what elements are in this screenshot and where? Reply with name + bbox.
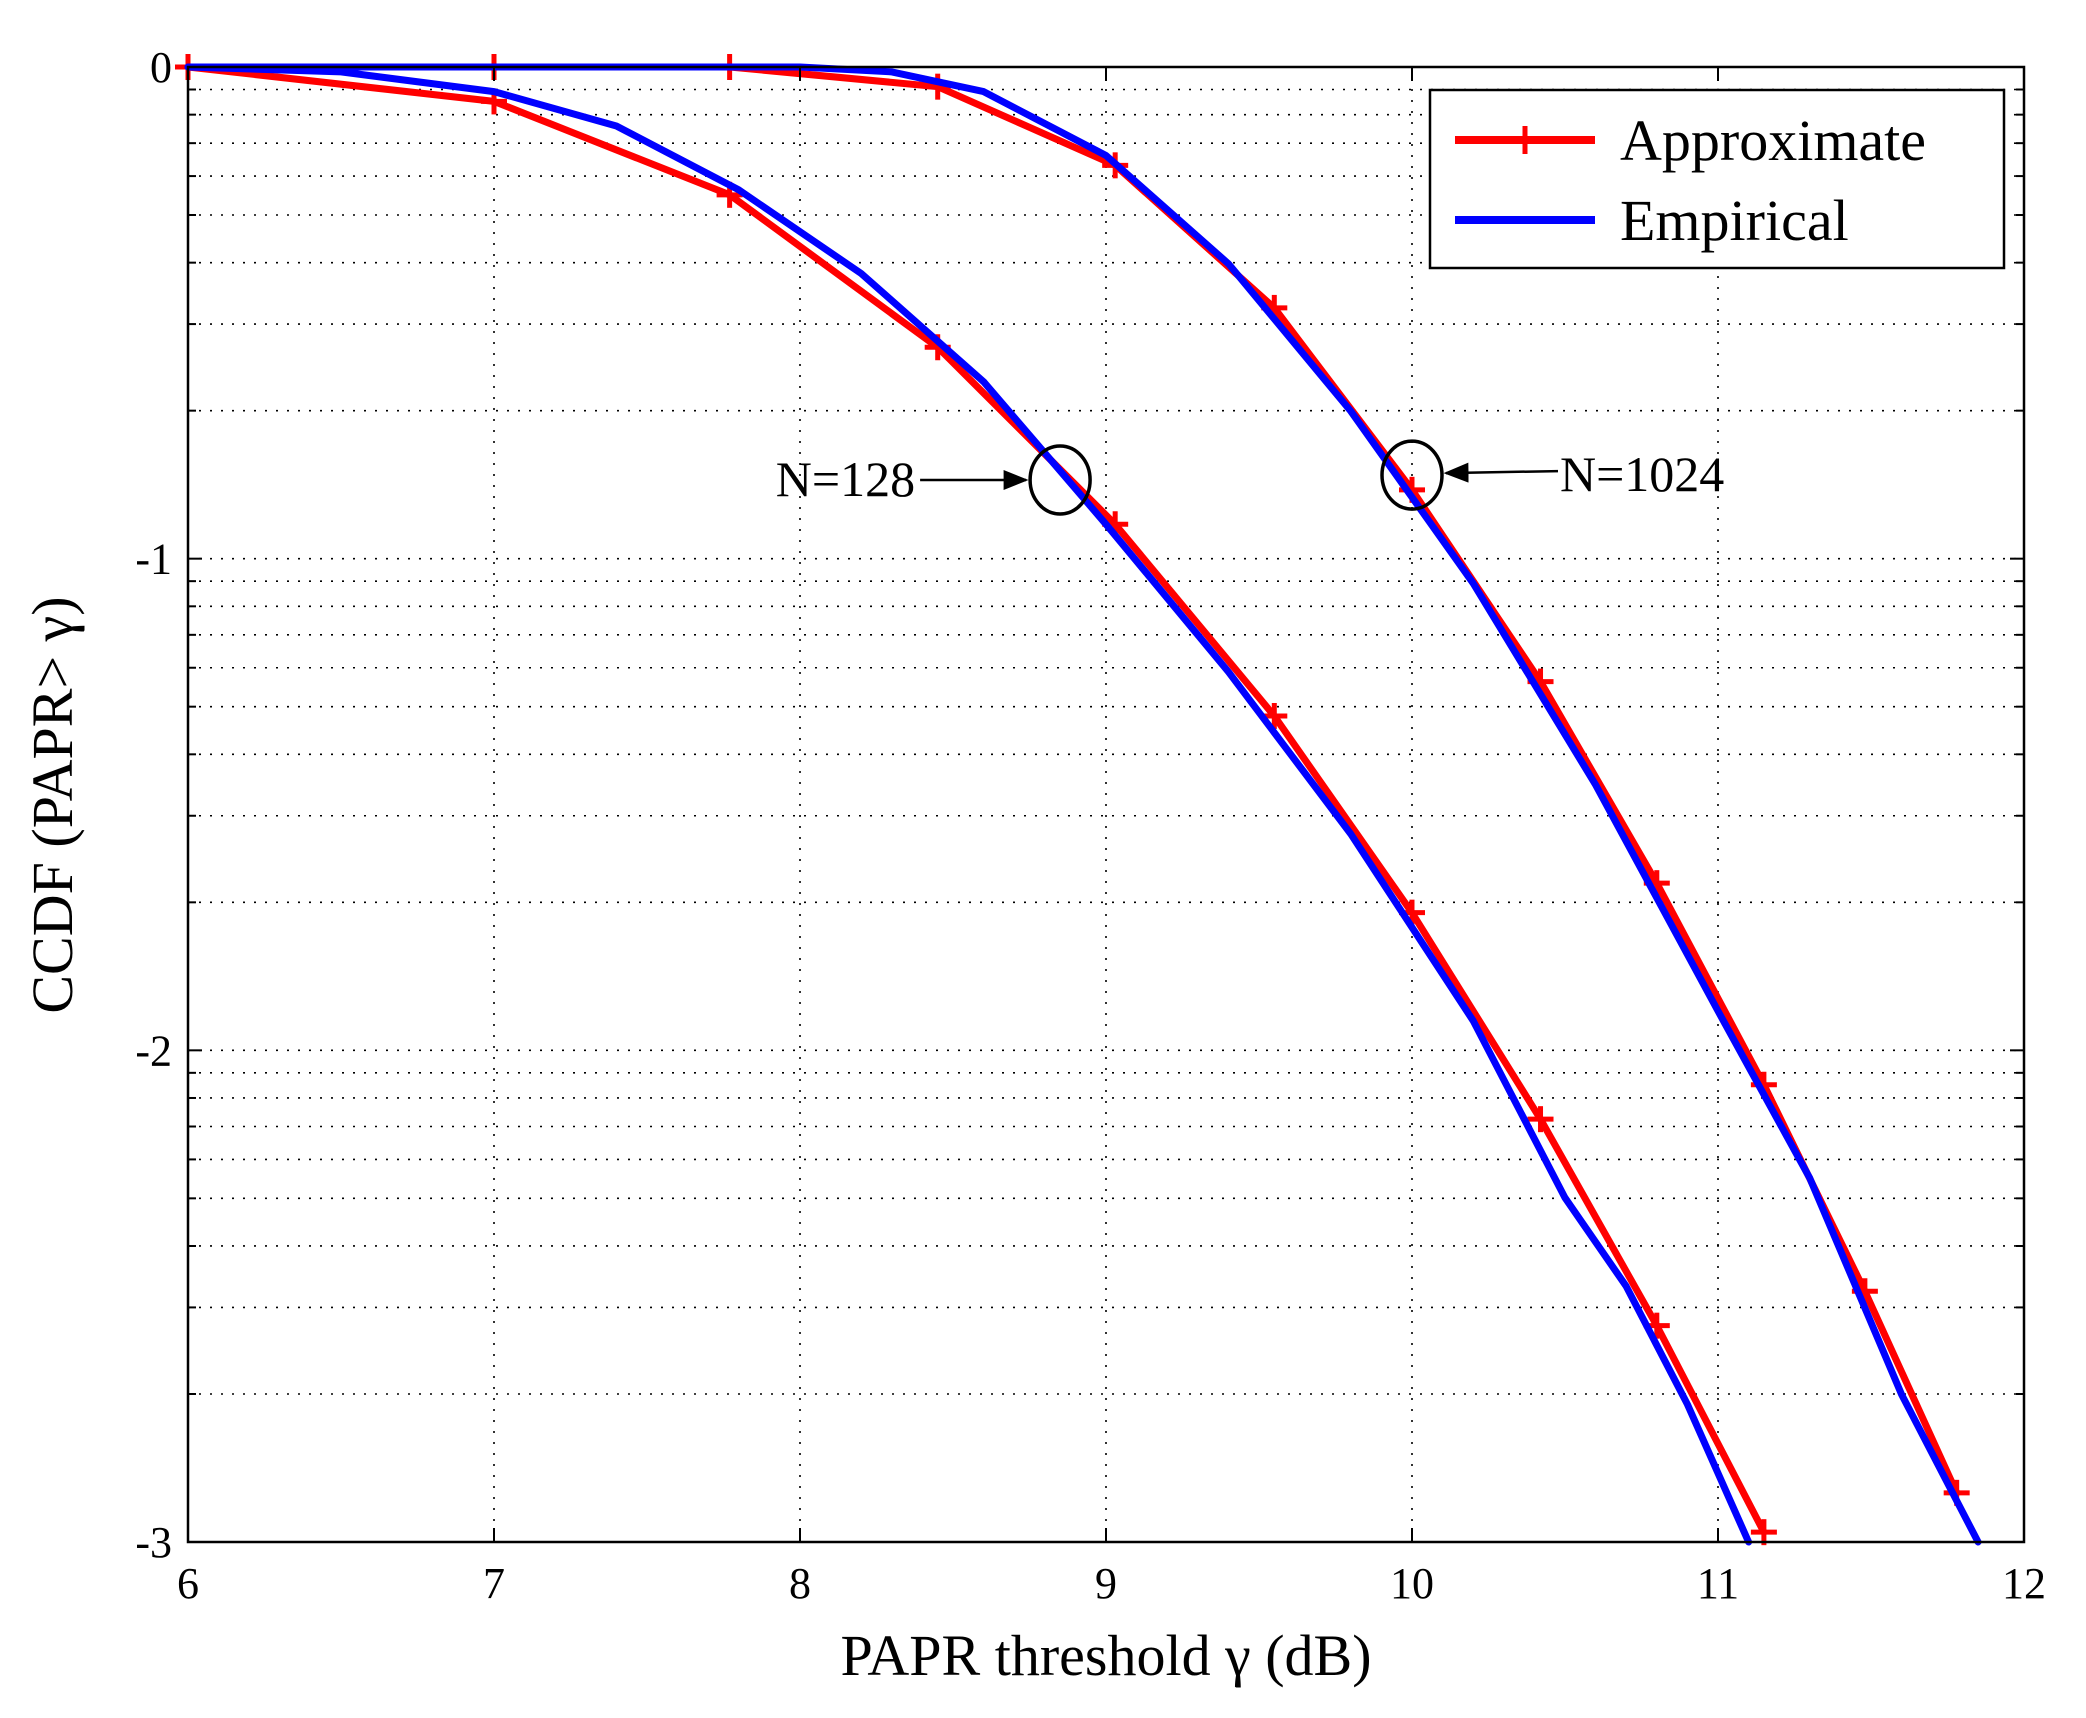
- legend-box: [1428, 88, 2006, 270]
- x-tick-label: 11: [1697, 1559, 1739, 1608]
- series-line-empirical-n128: [184, 63, 1753, 1546]
- y-tick-label: -3: [135, 1518, 172, 1567]
- annotation-label-1: N=128: [776, 451, 915, 507]
- annotation-circle-1: [1028, 444, 1092, 516]
- x-tick-label: 9: [1095, 1559, 1117, 1608]
- legend-label-empirical: Empirical: [1620, 188, 1849, 253]
- annotation-label-2: N=1024: [1560, 446, 1724, 502]
- annotation-arrow-2: [1443, 462, 1559, 483]
- x-tick-label: 8: [789, 1559, 811, 1608]
- x-tick-label: 10: [1390, 1559, 1434, 1608]
- y-tick-label: -2: [135, 1026, 172, 1075]
- y-axis-title: CCDF (PAPR> γ): [20, 596, 85, 1013]
- y-tick-label: -1: [135, 535, 172, 584]
- series-line-approximate-n128: [184, 63, 1768, 1536]
- series-line-empirical-n1024: [184, 63, 1982, 1546]
- x-tick-label: 12: [2002, 1559, 2046, 1608]
- y-tick-label: 0: [150, 43, 172, 92]
- x-axis-title: PAPR threshold γ (dB): [840, 1623, 1371, 1688]
- x-tick-label: 7: [483, 1559, 505, 1608]
- annotation-layer: N=128 N=1024: [776, 439, 1724, 516]
- legend: Approximate Empirical: [1428, 88, 2006, 270]
- legend-label-approximate: Approximate: [1620, 108, 1926, 173]
- x-tick-label: 6: [177, 1559, 199, 1608]
- annotation-circle-2: [1380, 439, 1444, 511]
- series-layer: [175, 54, 1982, 1546]
- axis-ticks: 6 7 8 9 10 11 12 -3 -2 -1 0: [135, 43, 2046, 1608]
- data-point-approximate-n128: [1527, 1106, 1554, 1133]
